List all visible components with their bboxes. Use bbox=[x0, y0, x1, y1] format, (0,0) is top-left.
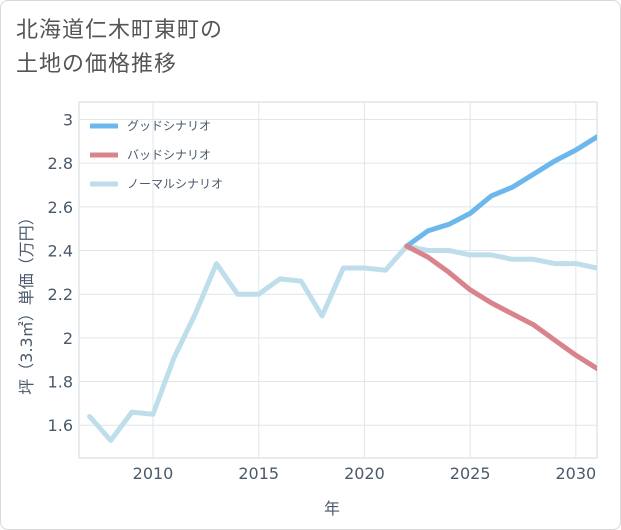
y-tick-label: 1.6 bbox=[48, 416, 73, 435]
x-tick-label: 2030 bbox=[555, 464, 596, 483]
x-tick-label: 2015 bbox=[238, 464, 279, 483]
y-tick-label: 2.2 bbox=[48, 285, 73, 304]
x-tick-labels: 2010 2015 2020 2025 2030 bbox=[133, 464, 597, 483]
y-axis-title: 坪（3.3㎡）単価（万円） bbox=[17, 209, 36, 394]
y-tick-label: 3 bbox=[63, 110, 73, 129]
y-tick-labels: 1.6 1.8 2 2.2 2.4 2.6 2.8 3 bbox=[48, 110, 73, 435]
y-tick-label: 2 bbox=[63, 329, 73, 348]
x-tick-label: 2020 bbox=[344, 464, 385, 483]
chart-title-line-2: 土地の価格推移 bbox=[16, 52, 178, 77]
y-tick-label: 2.8 bbox=[48, 154, 73, 173]
x-axis-title: 年 bbox=[324, 499, 340, 518]
legend-label-1: バッドシナリオ bbox=[127, 148, 211, 162]
x-gridlines bbox=[152, 102, 577, 458]
x-tick-label: 2010 bbox=[133, 464, 174, 483]
series-line-2 bbox=[87, 243, 597, 443]
series-line-1 bbox=[404, 243, 597, 371]
legend-label-0: グッドシナリオ bbox=[127, 119, 211, 133]
series-line-0 bbox=[404, 134, 597, 249]
series-layer bbox=[87, 134, 597, 443]
y-gridlines bbox=[79, 118, 597, 426]
chart-title: 北海道仁木町東町の 土地の価格推移 bbox=[16, 14, 223, 82]
y-tick-label: 1.8 bbox=[48, 373, 73, 392]
y-tick-label: 2.4 bbox=[48, 242, 73, 261]
y-tick-label: 2.6 bbox=[48, 198, 73, 217]
legend-label-2: ノーマルシナリオ bbox=[127, 177, 223, 191]
x-tick-label: 2025 bbox=[450, 464, 491, 483]
chart-title-line-1: 北海道仁木町東町の bbox=[16, 18, 224, 43]
